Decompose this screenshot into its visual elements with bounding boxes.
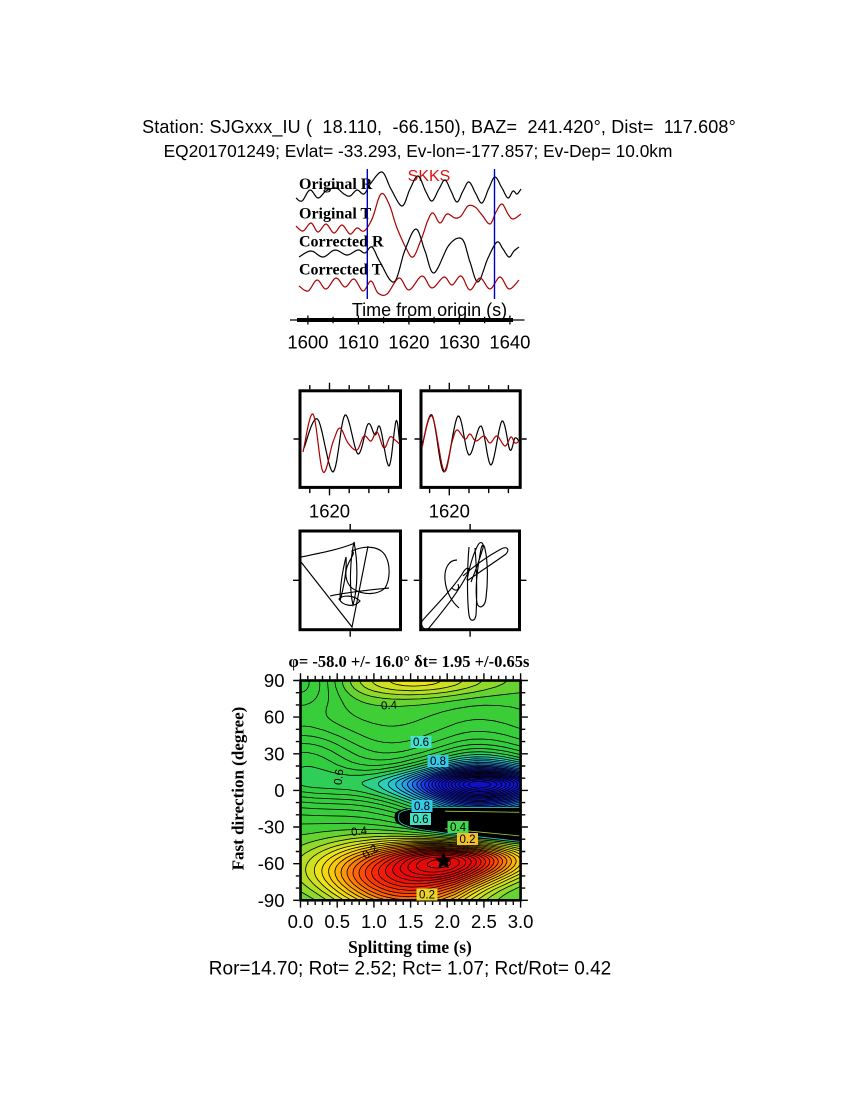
svg-text:0.6: 0.6 <box>413 814 429 826</box>
svg-text:0.4: 0.4 <box>450 822 467 834</box>
svg-text:φ= -58.0 +/- 16.0° δt= 1.95 +/: φ= -58.0 +/- 16.0° δt= 1.95 +/-0.65s <box>289 652 530 671</box>
svg-text:SKKS: SKKS <box>408 168 451 185</box>
svg-text:30: 30 <box>264 743 285 764</box>
svg-text:1600: 1600 <box>287 332 328 353</box>
svg-text:0.8: 0.8 <box>430 756 446 768</box>
svg-text:1640: 1640 <box>489 332 530 353</box>
svg-text:0.5: 0.5 <box>324 911 350 932</box>
svg-text:0.2: 0.2 <box>460 834 476 846</box>
svg-text:-30: -30 <box>258 817 285 838</box>
svg-text:-90: -90 <box>258 890 285 911</box>
svg-text:Station: SJGxxx_IU ( 18.110,: Station: SJGxxx_IU ( 18.110, -66.150), B… <box>142 117 736 138</box>
svg-text:3.0: 3.0 <box>508 911 534 932</box>
svg-text:1.0: 1.0 <box>361 911 387 932</box>
svg-text:0.4: 0.4 <box>381 699 398 712</box>
svg-text:0.0: 0.0 <box>288 911 314 932</box>
svg-text:Ror=14.70; Rot= 2.52; Rct= 1.0: Ror=14.70; Rot= 2.52; Rct= 1.07; Rct/Rot… <box>209 959 611 980</box>
svg-text:Fast direction (degree): Fast direction (degree) <box>229 707 248 871</box>
svg-text:2.5: 2.5 <box>471 911 497 932</box>
svg-text:2.0: 2.0 <box>434 911 460 932</box>
svg-text:Corrected T: Corrected T <box>299 262 383 279</box>
svg-text:0.6: 0.6 <box>413 737 429 749</box>
svg-text:60: 60 <box>264 707 285 728</box>
svg-text:1.5: 1.5 <box>398 911 424 932</box>
svg-text:Original T: Original T <box>299 206 371 223</box>
svg-text:0: 0 <box>274 780 284 801</box>
svg-text:Corrected R: Corrected R <box>299 234 384 251</box>
svg-text:0.2: 0.2 <box>419 890 435 902</box>
svg-text:1630: 1630 <box>439 332 480 353</box>
svg-text:-60: -60 <box>258 853 285 874</box>
svg-text:90: 90 <box>264 670 285 691</box>
svg-text:Splitting time (s): Splitting time (s) <box>348 937 472 957</box>
svg-text:0.8: 0.8 <box>414 801 430 813</box>
svg-text:Original R: Original R <box>299 176 373 193</box>
svg-text:Time from origin (s): Time from origin (s) <box>352 300 507 320</box>
svg-text:0.4: 0.4 <box>351 825 369 839</box>
svg-text:EQ201701249; Evlat= -33.293, E: EQ201701249; Evlat= -33.293, Ev-lon=-177… <box>164 141 673 161</box>
svg-text:1620: 1620 <box>388 332 429 353</box>
svg-text:1610: 1610 <box>338 332 379 353</box>
svg-text:1620: 1620 <box>309 501 350 522</box>
svg-text:0.6: 0.6 <box>333 768 347 785</box>
svg-text:1620: 1620 <box>429 501 470 522</box>
